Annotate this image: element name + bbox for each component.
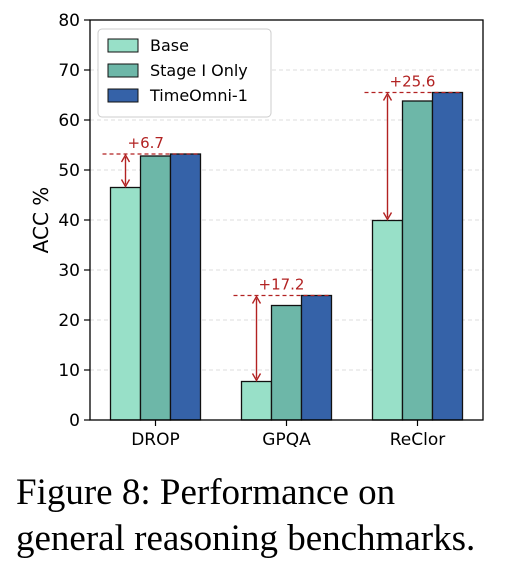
x-tick-label: ReClor (390, 430, 446, 450)
bar-stage-i-only (270, 304, 303, 421)
bar-base (109, 186, 142, 421)
legend-swatch (107, 88, 139, 103)
annotation-arrowhead (251, 373, 262, 382)
annotation-arrowhead (382, 212, 393, 221)
annotation-label: +25.6 (390, 73, 436, 91)
y-tick-label: 70 (58, 61, 80, 81)
y-tick-label: 30 (58, 261, 80, 281)
bar-base (240, 380, 273, 421)
annotation-arrowhead (120, 153, 131, 163)
y-tick-label: 0 (69, 411, 80, 431)
y-tick-label: 20 (58, 311, 80, 331)
y-axis-label: ACC % (29, 187, 53, 254)
y-tick-label: 40 (58, 211, 80, 231)
legend-label: TimeOmni-1 (149, 86, 248, 105)
bar-timeomni-1 (300, 294, 333, 421)
y-tick-label: 10 (58, 361, 80, 381)
legend-swatch (107, 63, 139, 78)
annotation-arrowhead (120, 179, 131, 188)
legend-label: Stage I Only (150, 61, 248, 80)
annotation-label: +17.2 (259, 276, 305, 294)
bar-stage-i-only (139, 155, 172, 421)
plot-frame (89, 19, 484, 421)
annotation-arrowhead (382, 92, 393, 101)
annotation-arrowhead (251, 295, 262, 304)
bar-base (371, 219, 404, 421)
legend-swatch (107, 38, 139, 53)
legend-label: Base (150, 36, 189, 55)
annotation-label: +6.7 (128, 134, 164, 152)
bar-timeomni-1 (431, 91, 464, 421)
y-tick-label: 60 (58, 111, 80, 131)
bar-stage-i-only (401, 100, 434, 421)
y-tick-label: 80 (58, 11, 80, 31)
bar-chart: 0 10 20 30 40 50 60 70 80 ACC % DROP GPQA ReClor +6.7… (29, 11, 484, 450)
legend-box (97, 28, 272, 118)
y-tick-label: 50 (58, 161, 80, 181)
x-tick-label: GPQA (262, 430, 311, 450)
x-tick-label: DROP (131, 430, 180, 450)
bar-timeomni-1 (169, 153, 202, 421)
figure-caption: Figure 8: Performance on general reasoni… (16, 472, 476, 559)
